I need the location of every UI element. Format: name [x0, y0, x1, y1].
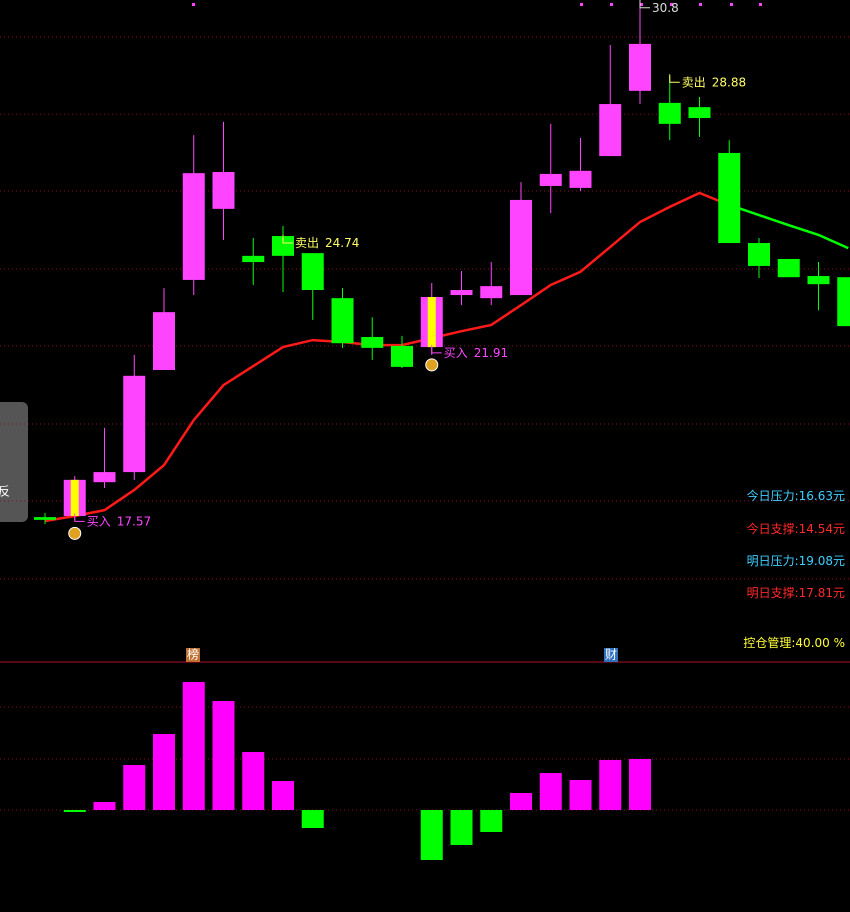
annotation-arrow: [74, 513, 85, 522]
annotation-value: 21.91: [474, 345, 508, 359]
side-label-name: 控仓管理:: [743, 635, 795, 650]
signal-highlight: [70, 479, 79, 516]
annotation-arrow: [669, 74, 680, 83]
side-label-name: 明日支撑:: [747, 585, 799, 600]
annotation: 卖出 24.74: [295, 236, 359, 250]
bar: [123, 765, 146, 810]
candle-body: [331, 298, 354, 344]
bar: [510, 793, 532, 810]
candle-body: [480, 286, 503, 299]
bar: [93, 802, 116, 810]
candle-body: [450, 290, 473, 296]
candle-body: [837, 277, 850, 327]
marker-box: [604, 648, 618, 662]
candle-body: [301, 253, 324, 291]
candle-body: [658, 102, 681, 124]
bar: [450, 810, 473, 845]
annotation-arrow: [282, 235, 293, 244]
bar: [63, 810, 86, 812]
bar: [569, 780, 592, 810]
annotation-text: 卖出: [295, 236, 319, 250]
annotation-value: 17.57: [117, 514, 151, 528]
side-label: 明日压力:19.08元: [747, 554, 845, 568]
money-bag: [425, 358, 439, 372]
annotation-value: 24.74: [325, 236, 359, 250]
bar: [539, 773, 562, 810]
moving-average: [44, 191, 730, 523]
annotation-value: 30.8: [652, 0, 679, 14]
side-tab-text: 反: [0, 485, 10, 499]
bar: [420, 810, 443, 860]
candle-body: [569, 170, 592, 188]
bar: [480, 810, 503, 832]
candle-body: [629, 43, 651, 91]
annotation-text: 买入: [87, 514, 111, 528]
moving-average: [728, 203, 849, 250]
side-label-value: 16.63元: [799, 489, 845, 503]
candle-body: [807, 276, 830, 285]
annotation: 30.8: [652, 0, 679, 14]
candle-body: [718, 152, 741, 244]
side-label-value: 19.08元: [799, 554, 845, 568]
bar: [182, 682, 205, 810]
candle-body: [510, 199, 532, 296]
side-label: 明日支撑:17.81元: [747, 585, 845, 600]
candle-body: [599, 104, 622, 157]
bar: [599, 760, 622, 810]
candle-body: [242, 255, 265, 263]
side-label: 控仓管理:40.00 %: [743, 635, 845, 650]
side-label: 今日压力:16.63元: [747, 488, 845, 503]
bar: [272, 781, 294, 810]
candle-body: [539, 173, 562, 186]
side-tab[interactable]: [0, 402, 28, 522]
candle-body: [182, 173, 205, 280]
candle-body: [153, 312, 175, 370]
candle-body: [212, 171, 235, 209]
side-label-value: 17.81元: [799, 586, 845, 600]
side-label-value: 40.00 %: [795, 636, 845, 650]
candle-body: [777, 258, 800, 278]
annotation: 买入 21.91: [444, 345, 508, 359]
side-label: 今日支撑:14.54元: [747, 521, 845, 536]
annotation-text: 买入: [444, 345, 468, 359]
side-label-name: 今日压力:: [747, 488, 799, 503]
candle-body: [272, 236, 294, 256]
candle-body: [748, 243, 770, 266]
marker: 财: [605, 648, 617, 662]
bar: [212, 701, 235, 810]
bar: [301, 810, 324, 828]
candle-body: [361, 336, 384, 348]
signal-highlight: [427, 297, 436, 348]
annotation: 买入 17.57: [87, 514, 151, 528]
bar: [629, 759, 651, 810]
candle-body: [391, 345, 413, 367]
candle-body: [34, 517, 56, 520]
marker-box: [186, 648, 200, 662]
side-label-name: 今日支撑:: [747, 521, 799, 536]
candle-body: [93, 472, 116, 483]
side-label-value: 14.54元: [799, 522, 845, 536]
marker: 榜: [187, 647, 199, 662]
bar: [153, 734, 175, 810]
annotation-value: 28.88: [712, 75, 746, 89]
candle-body: [123, 375, 146, 473]
money-bag: [68, 526, 82, 540]
top-dots: [192, 3, 762, 6]
side-label-name: 明日压力:: [747, 554, 799, 568]
bar: [242, 752, 265, 810]
annotation-arrow: [639, 0, 650, 9]
annotation-arrow: [431, 344, 442, 354]
annotation: 卖出 28.88: [682, 75, 746, 89]
candle-body: [688, 107, 711, 119]
annotation-text: 卖出: [682, 75, 706, 89]
